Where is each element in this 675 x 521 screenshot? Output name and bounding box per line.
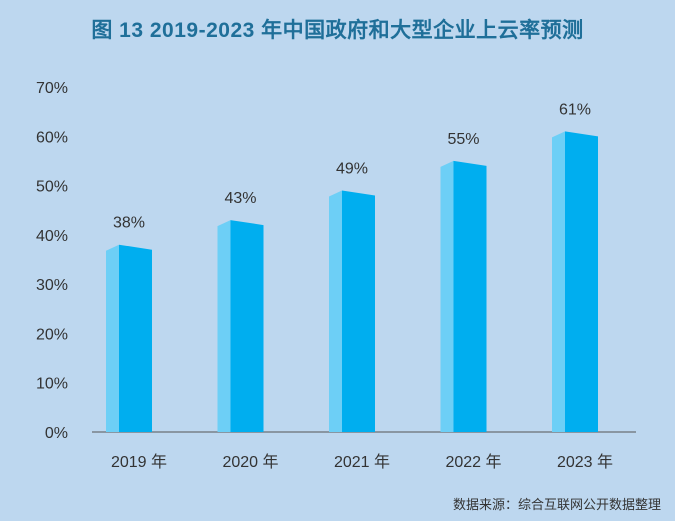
x-tick-label: 2023 年 bbox=[557, 453, 613, 471]
bar bbox=[453, 160, 487, 432]
bar-side bbox=[440, 160, 454, 432]
x-tick-label: 2019 年 bbox=[111, 453, 167, 471]
bar-side bbox=[329, 190, 342, 432]
y-tick-label: 60% bbox=[36, 129, 68, 146]
data-label: 55% bbox=[447, 131, 479, 148]
bar-side bbox=[552, 131, 565, 432]
y-tick-label: 0% bbox=[45, 425, 68, 442]
bar-side bbox=[217, 220, 231, 432]
data-label: 49% bbox=[336, 161, 368, 178]
bar-side bbox=[106, 244, 119, 432]
chart-title: 图 13 2019-2023 年中国政府和大型企业上云率预测 bbox=[91, 19, 584, 42]
source-note: 数据来源：综合互联网公开数据整理 bbox=[452, 497, 661, 512]
data-label: 38% bbox=[113, 215, 145, 232]
bar bbox=[342, 190, 375, 432]
data-label: 43% bbox=[224, 190, 256, 207]
x-tick-label: 2022 年 bbox=[445, 453, 501, 471]
y-tick-label: 20% bbox=[36, 326, 68, 343]
bar bbox=[230, 220, 264, 432]
x-tick-label: 2021 年 bbox=[334, 453, 390, 471]
y-tick-label: 50% bbox=[36, 179, 68, 196]
y-tick-label: 30% bbox=[36, 277, 68, 294]
y-tick-label: 10% bbox=[36, 376, 68, 393]
x-tick-label: 2020 年 bbox=[222, 453, 278, 471]
y-tick-label: 70% bbox=[36, 80, 68, 97]
y-tick-label: 40% bbox=[36, 228, 68, 245]
data-label: 61% bbox=[559, 101, 591, 118]
bar bbox=[119, 244, 152, 432]
bar bbox=[565, 131, 598, 432]
